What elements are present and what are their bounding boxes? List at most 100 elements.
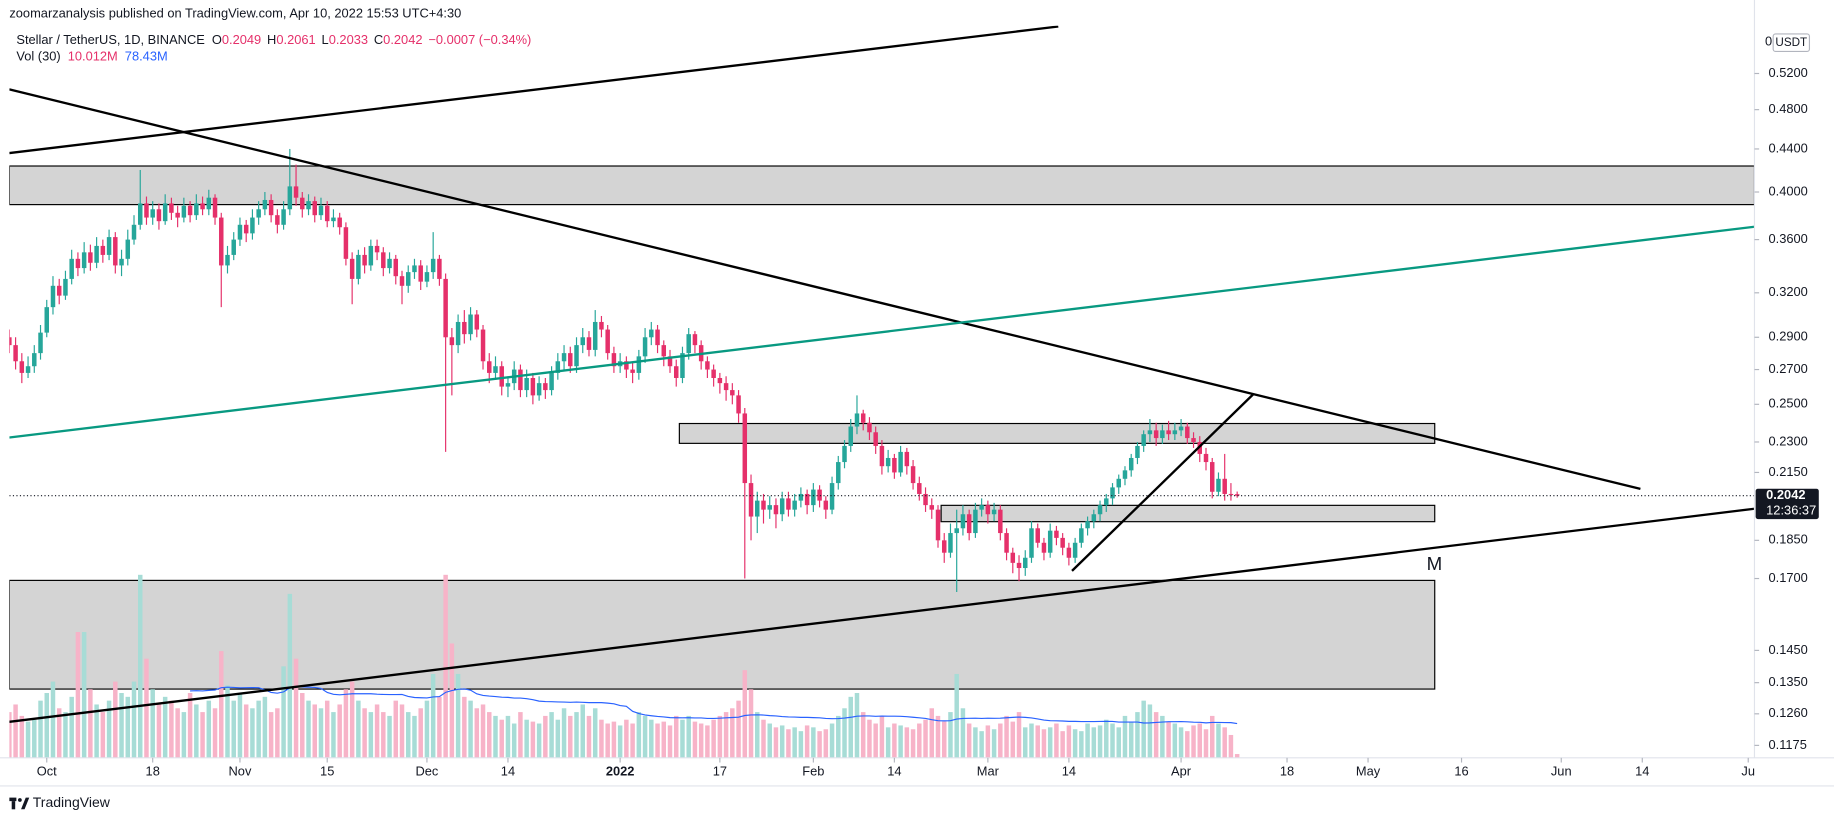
volume-bar [842, 708, 847, 758]
candle-body [1141, 434, 1146, 446]
candle-body [374, 245, 380, 253]
candle-body [1222, 478, 1227, 494]
footer-logo: TradingView [9, 794, 111, 810]
volume-bar [250, 708, 255, 758]
candle-body [767, 505, 772, 510]
volume-bar [231, 700, 236, 758]
volume-bar [474, 708, 480, 758]
candle-body [1016, 562, 1022, 569]
y-tick-label: 0.1850 [1769, 532, 1808, 547]
volume-bar [798, 731, 804, 758]
candle-body [630, 369, 635, 373]
candle-body [1234, 494, 1240, 496]
candle-body [231, 239, 236, 255]
volume-bar [524, 719, 529, 758]
volume-bar [960, 708, 966, 758]
volume-bar [511, 723, 517, 758]
candle-body [237, 224, 243, 240]
candle-body [493, 366, 498, 373]
candle-body [125, 239, 131, 259]
volume-bar [561, 708, 567, 758]
volume-bar [661, 721, 667, 758]
candle-body [836, 462, 841, 484]
volume-bar [131, 681, 137, 758]
candle-body [474, 314, 480, 330]
trend-line [1071, 393, 1255, 572]
volume-bar [549, 712, 554, 758]
candle-body [424, 272, 430, 282]
candle-body [9, 337, 12, 346]
volume-bar [50, 681, 56, 758]
candle-body [88, 252, 93, 263]
volume-bar [929, 708, 935, 758]
volume-bar [430, 673, 436, 758]
volume-bar [1234, 754, 1240, 758]
candle-body [979, 505, 984, 510]
volume-bar [212, 708, 218, 758]
y-tick-label: 0.1700 [1769, 570, 1808, 585]
volume-bar [169, 700, 174, 758]
volume-bar [237, 693, 243, 758]
x-tick-label: 14 [887, 763, 901, 778]
candle-body [624, 361, 629, 370]
logo-part [18, 798, 22, 802]
volume-bar [1029, 723, 1034, 758]
legend-key: O [212, 32, 222, 47]
candle-body [137, 203, 143, 225]
candle-body [873, 432, 878, 446]
currency-button[interactable] [1772, 33, 1811, 53]
volume-bar [219, 651, 224, 758]
volume-bar [449, 643, 455, 758]
volume-bar [206, 700, 212, 758]
candle-body [549, 372, 554, 391]
volume-bar [854, 693, 860, 758]
candle-body [449, 337, 455, 346]
volume-bar [94, 704, 99, 758]
x-tick-label: 18 [1280, 763, 1294, 778]
candle-body [1209, 462, 1215, 492]
volume-bar [624, 719, 629, 758]
volume-bar [38, 700, 43, 758]
volume-bar [917, 723, 922, 758]
candle-body [1116, 478, 1121, 488]
legend-key: L [322, 32, 329, 47]
volume-bar [1060, 731, 1065, 758]
volume-bar [337, 704, 342, 758]
candle-body [680, 353, 685, 378]
volume-bar [779, 725, 785, 758]
x-tick-label: May [1356, 763, 1381, 778]
volume-bar [941, 721, 947, 758]
volume-bar [63, 712, 68, 758]
logo-part [11, 801, 16, 810]
volume-bar [300, 693, 305, 758]
candle-body [599, 321, 604, 330]
candle-body [56, 285, 62, 296]
volume-bar [499, 719, 504, 758]
candle-body [69, 258, 74, 279]
zone-rect [940, 504, 1436, 523]
x-tick-label: Nov [229, 763, 252, 778]
candle-body [686, 334, 691, 354]
volume-bar [655, 723, 660, 758]
volume-bar [256, 700, 261, 758]
candle-body [661, 345, 667, 357]
x-tick-label: Mar [977, 763, 1000, 778]
candle-body [337, 217, 342, 228]
volume-bar [88, 689, 93, 758]
volume-bar [293, 658, 299, 758]
candle-body [356, 254, 361, 279]
candle-body [711, 369, 716, 378]
candle-body [854, 413, 860, 427]
candle-body [94, 245, 99, 263]
volume-bar [860, 712, 866, 758]
x-tick-label: Ju [1741, 763, 1755, 778]
volume-bar [356, 700, 361, 758]
y-tick-label: 0.2700 [1769, 361, 1808, 376]
candle-body [586, 337, 592, 350]
volume-bar [100, 712, 106, 758]
candle-body [119, 258, 124, 266]
candle-body [100, 245, 106, 255]
volume-bar [1135, 712, 1140, 758]
volume-bar [1191, 725, 1196, 758]
volume-bar [543, 715, 548, 758]
